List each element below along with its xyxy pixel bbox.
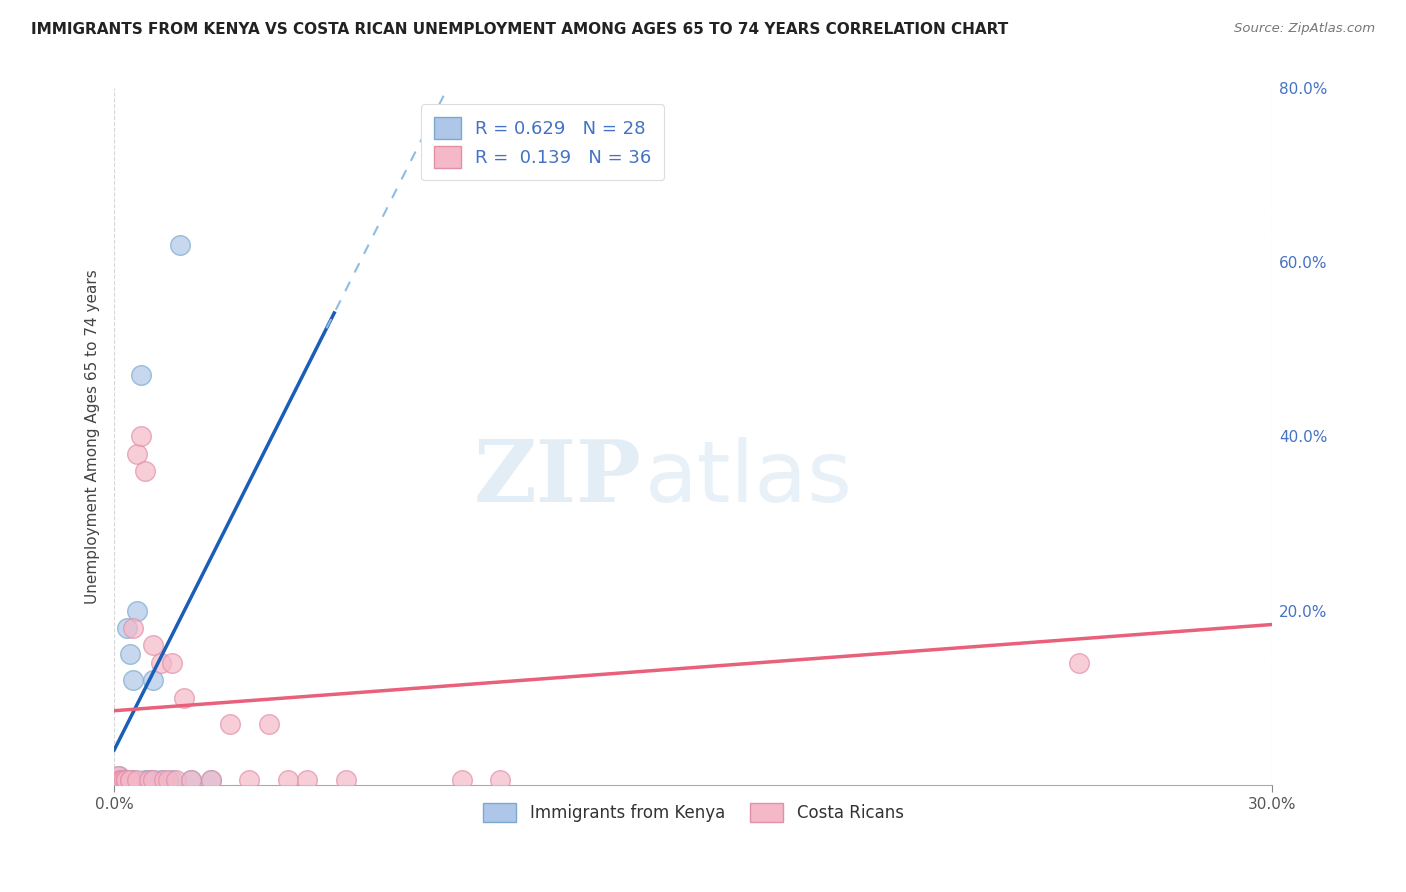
Legend: Immigrants from Kenya, Costa Ricans: Immigrants from Kenya, Costa Ricans bbox=[477, 797, 910, 829]
Point bbox=[138, 773, 160, 788]
Point bbox=[110, 773, 132, 788]
Point bbox=[122, 773, 145, 788]
Point bbox=[120, 647, 142, 661]
Point bbox=[180, 773, 202, 788]
Point bbox=[180, 773, 202, 788]
Point bbox=[200, 773, 222, 788]
Point bbox=[169, 237, 191, 252]
Point bbox=[111, 773, 134, 788]
Point bbox=[118, 773, 141, 788]
Point bbox=[134, 464, 156, 478]
Point bbox=[105, 773, 128, 788]
Point bbox=[160, 773, 183, 788]
Point bbox=[117, 773, 139, 788]
Point bbox=[118, 773, 141, 788]
Point bbox=[122, 621, 145, 635]
Point bbox=[219, 716, 242, 731]
Point bbox=[165, 773, 187, 788]
Point bbox=[173, 690, 195, 705]
Point bbox=[108, 773, 131, 788]
Point bbox=[127, 447, 149, 461]
Point bbox=[129, 368, 152, 383]
Point bbox=[142, 639, 165, 653]
Point bbox=[1069, 656, 1091, 670]
Point bbox=[107, 773, 129, 788]
Point bbox=[153, 773, 176, 788]
Point bbox=[107, 773, 129, 788]
Point bbox=[257, 716, 280, 731]
Point bbox=[114, 773, 136, 788]
Point bbox=[107, 769, 129, 783]
Point bbox=[111, 773, 134, 788]
Point bbox=[200, 773, 222, 788]
Point bbox=[112, 773, 135, 788]
Text: Source: ZipAtlas.com: Source: ZipAtlas.com bbox=[1234, 22, 1375, 36]
Point bbox=[108, 769, 131, 783]
Point bbox=[142, 673, 165, 688]
Text: atlas: atlas bbox=[644, 437, 852, 520]
Point bbox=[277, 773, 299, 788]
Point bbox=[105, 773, 128, 788]
Point bbox=[111, 773, 134, 788]
Point bbox=[450, 773, 472, 788]
Point bbox=[122, 673, 145, 688]
Point bbox=[127, 773, 149, 788]
Point bbox=[295, 773, 318, 788]
Point bbox=[114, 773, 136, 788]
Y-axis label: Unemployment Among Ages 65 to 74 years: Unemployment Among Ages 65 to 74 years bbox=[86, 269, 100, 604]
Point bbox=[142, 773, 165, 788]
Point bbox=[134, 773, 156, 788]
Point bbox=[127, 603, 149, 617]
Point bbox=[489, 773, 512, 788]
Point bbox=[112, 773, 135, 788]
Point bbox=[238, 773, 260, 788]
Point bbox=[114, 773, 136, 788]
Point bbox=[142, 773, 165, 788]
Point bbox=[149, 656, 172, 670]
Point bbox=[111, 773, 134, 788]
Point bbox=[129, 429, 152, 443]
Point bbox=[149, 773, 172, 788]
Point bbox=[108, 773, 131, 788]
Point bbox=[118, 773, 141, 788]
Point bbox=[157, 773, 180, 788]
Point bbox=[138, 773, 160, 788]
Point bbox=[114, 773, 136, 788]
Text: IMMIGRANTS FROM KENYA VS COSTA RICAN UNEMPLOYMENT AMONG AGES 65 TO 74 YEARS CORR: IMMIGRANTS FROM KENYA VS COSTA RICAN UNE… bbox=[31, 22, 1008, 37]
Text: ZIP: ZIP bbox=[474, 436, 641, 520]
Point bbox=[335, 773, 357, 788]
Point bbox=[160, 656, 183, 670]
Point bbox=[115, 621, 138, 635]
Point bbox=[111, 773, 134, 788]
